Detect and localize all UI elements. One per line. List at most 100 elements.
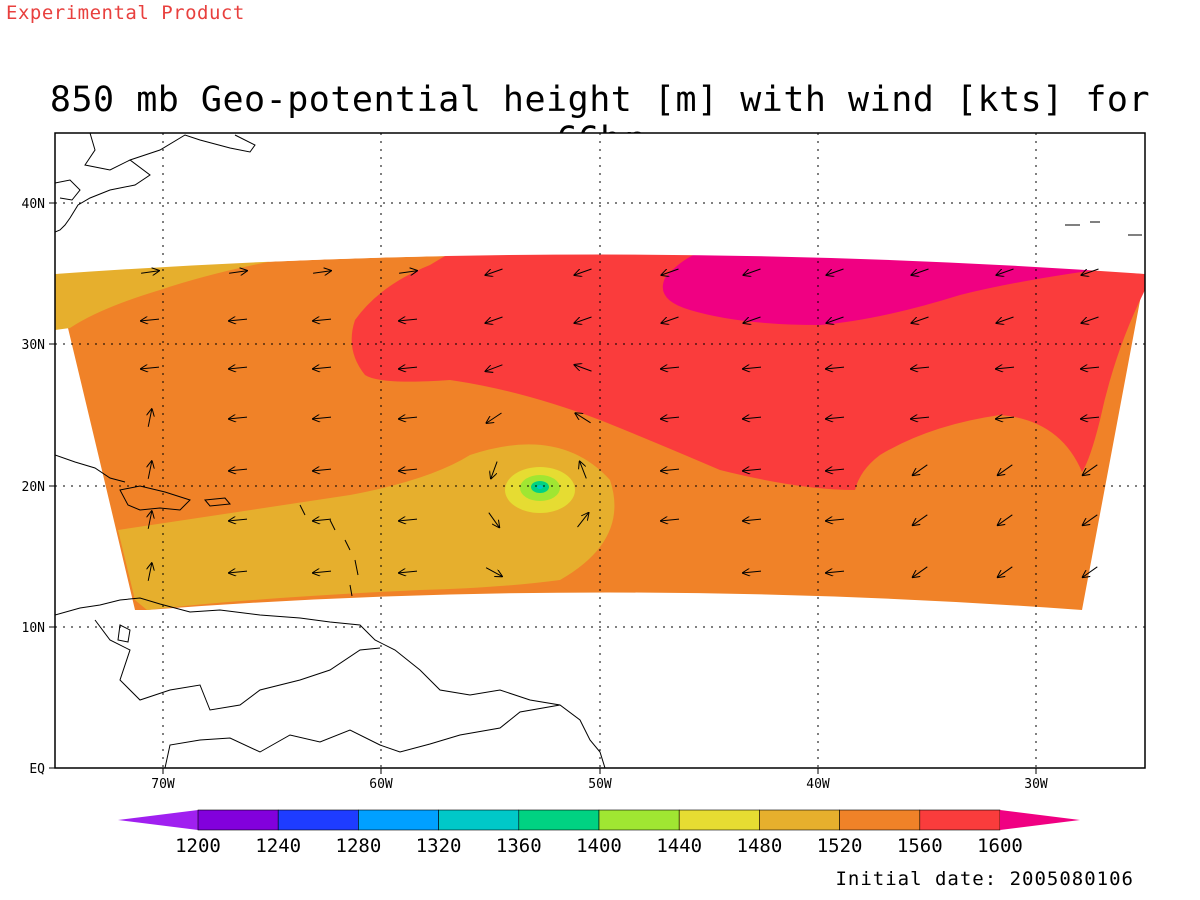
wind-arrow bbox=[141, 271, 159, 274]
lat-label-10n: 10N bbox=[22, 621, 45, 636]
wind-arrow bbox=[1081, 417, 1100, 419]
contour-1480-1520-north bbox=[55, 256, 300, 330]
lesser-antilles-coast bbox=[299, 504, 359, 597]
wind-arrow bbox=[1083, 464, 1098, 475]
colorbar-label: 1520 bbox=[817, 835, 863, 857]
wind-arrow bbox=[744, 268, 761, 275]
wind-arrow bbox=[743, 367, 762, 369]
wind-arrow bbox=[661, 519, 680, 521]
wind-arrow bbox=[827, 268, 844, 275]
wind-arrow bbox=[313, 519, 332, 521]
experimental-product-banner: Experimental Product bbox=[6, 2, 245, 24]
wind-arrow bbox=[313, 469, 332, 471]
wind-arrow bbox=[998, 566, 1013, 577]
wind-arrow bbox=[229, 571, 248, 573]
wind-arrow bbox=[826, 469, 845, 471]
wind-arrow bbox=[997, 268, 1014, 275]
tick-marks bbox=[49, 202, 1037, 774]
wind-arrow bbox=[485, 567, 502, 577]
wind-arrow bbox=[743, 417, 762, 419]
wind-arrow bbox=[313, 271, 331, 274]
wind-arrow bbox=[744, 316, 761, 323]
wind-arrow bbox=[141, 367, 160, 369]
wind-arrow bbox=[826, 417, 845, 419]
wind-arrow bbox=[575, 316, 592, 323]
wind-arrow bbox=[229, 469, 248, 471]
wind-arrow bbox=[148, 409, 152, 427]
colorbar-label: 1560 bbox=[897, 835, 943, 857]
wind-arrow bbox=[826, 367, 845, 369]
wind-arrow bbox=[661, 469, 680, 471]
colorbar-label: 1280 bbox=[336, 835, 382, 857]
colorbar-segment bbox=[839, 809, 921, 831]
wind-arrow bbox=[826, 571, 845, 573]
lon-label-50w: 50W bbox=[588, 777, 612, 792]
south-america-coast bbox=[55, 597, 606, 768]
wind-arrow bbox=[399, 519, 418, 521]
azores-islands bbox=[1065, 221, 1142, 236]
coastlines bbox=[55, 133, 1142, 768]
lat-label-40n: 40N bbox=[22, 197, 45, 212]
wind-arrow bbox=[743, 519, 762, 521]
colorbar-segment bbox=[518, 809, 600, 831]
wind-arrow bbox=[827, 316, 844, 323]
wind-arrow bbox=[229, 417, 248, 419]
colorbar-label: 1320 bbox=[416, 835, 462, 857]
colorbar-label: 1240 bbox=[255, 835, 301, 857]
wind-arrow bbox=[399, 271, 417, 274]
wind-arrow bbox=[148, 563, 152, 581]
cuba-coast bbox=[55, 454, 126, 483]
wind-arrow bbox=[743, 469, 762, 471]
colorbar-segment bbox=[598, 809, 680, 831]
wind-arrow bbox=[1081, 367, 1100, 369]
gridlines bbox=[55, 133, 1145, 768]
wind-arrow bbox=[486, 268, 503, 275]
colorbar-label: 1400 bbox=[576, 835, 622, 857]
venezuela-coast bbox=[94, 619, 381, 711]
wind-arrows bbox=[141, 268, 1100, 581]
nova-scotia-coast bbox=[129, 134, 256, 161]
wind-arrow bbox=[580, 462, 587, 479]
wind-arrow bbox=[661, 367, 680, 369]
colorbar-low-triangle bbox=[118, 810, 198, 830]
wind-arrow bbox=[996, 417, 1015, 419]
colorbar-segment bbox=[678, 809, 760, 831]
wind-arrow bbox=[399, 417, 418, 419]
wind-arrow bbox=[1083, 514, 1098, 525]
lat-label-20n: 20N bbox=[22, 480, 45, 495]
wind-arrow bbox=[1082, 316, 1099, 323]
wind-arrow bbox=[575, 413, 591, 424]
wind-arrow bbox=[911, 417, 930, 419]
wind-arrow bbox=[229, 367, 248, 369]
wind-arrow bbox=[399, 469, 418, 471]
wind-arrow bbox=[575, 365, 592, 372]
wind-arrow bbox=[575, 268, 592, 275]
wind-arrow bbox=[313, 367, 332, 369]
colorbar-high-triangle bbox=[1000, 810, 1080, 830]
wind-arrow bbox=[313, 571, 332, 573]
colorbar-label: 1600 bbox=[977, 835, 1023, 857]
south-america-interior bbox=[164, 704, 561, 768]
colorbar-label: 1360 bbox=[496, 835, 542, 857]
colorbar-segment bbox=[438, 809, 520, 831]
newfoundland-coast bbox=[55, 179, 81, 201]
wind-arrow bbox=[743, 571, 762, 573]
wind-arrow bbox=[826, 519, 845, 521]
wind-arrow bbox=[1082, 268, 1099, 275]
wind-arrow bbox=[998, 514, 1013, 525]
wind-arrow bbox=[997, 316, 1014, 323]
wind-arrow bbox=[148, 511, 152, 529]
wind-arrow bbox=[661, 417, 680, 419]
wind-arrow bbox=[996, 367, 1015, 369]
initial-date: Initial date: 2005080106 bbox=[835, 868, 1134, 890]
hispaniola-coast bbox=[119, 485, 191, 511]
wind-arrow bbox=[313, 319, 332, 321]
colorbar-segment bbox=[919, 809, 1001, 831]
wind-arrow bbox=[662, 316, 679, 323]
wind-arrow bbox=[141, 319, 160, 321]
wind-arrow bbox=[662, 268, 679, 275]
lon-label-70w: 70W bbox=[151, 777, 175, 792]
colorbar-segment bbox=[358, 809, 439, 831]
north-america-coast bbox=[55, 133, 151, 233]
